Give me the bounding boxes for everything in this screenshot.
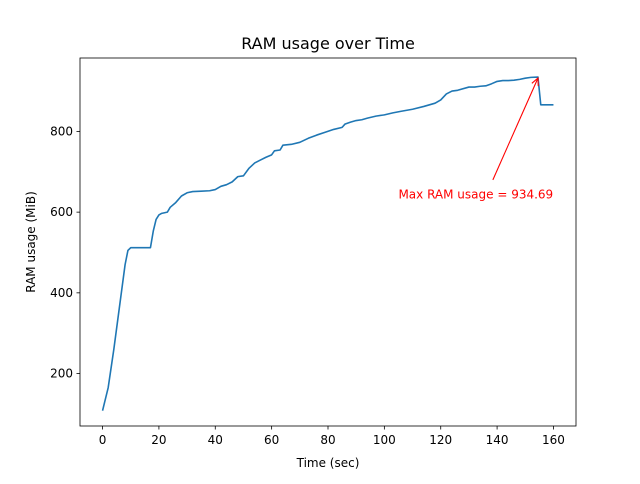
y-axis-ticks: 200 400 600 800 xyxy=(50,124,80,381)
y-tick-label: 400 xyxy=(50,286,73,300)
x-tick-label: 40 xyxy=(208,433,223,447)
y-tick-label: 800 xyxy=(50,124,73,138)
max-ram-annotation: Max RAM usage = 934.69 xyxy=(398,76,553,201)
x-tick-label: 60 xyxy=(264,433,279,447)
annotation-label: Max RAM usage = 934.69 xyxy=(398,187,553,201)
x-tick-label: 160 xyxy=(542,433,565,447)
ram-usage-line xyxy=(101,76,554,411)
x-tick-label: 100 xyxy=(373,433,396,447)
x-axis-label: Time (sec) xyxy=(296,456,360,470)
annotation-arrow-line xyxy=(492,77,539,181)
y-tick-label: 600 xyxy=(50,205,73,219)
y-axis-label: RAM usage (MiB) xyxy=(24,191,38,293)
annotation-arrowhead xyxy=(531,76,539,87)
x-tick-label: 80 xyxy=(320,433,335,447)
plot-area xyxy=(101,76,554,411)
x-tick-label: 20 xyxy=(151,433,166,447)
y-tick-label: 200 xyxy=(50,367,73,381)
chart-title: RAM usage over Time xyxy=(241,34,415,53)
plot-frame xyxy=(79,57,577,427)
x-tick-label: 120 xyxy=(429,433,452,447)
x-tick-label: 0 xyxy=(99,433,107,447)
x-axis-ticks: 0 20 40 60 80 100 120 140 160 xyxy=(99,426,565,447)
x-tick-label: 140 xyxy=(486,433,509,447)
